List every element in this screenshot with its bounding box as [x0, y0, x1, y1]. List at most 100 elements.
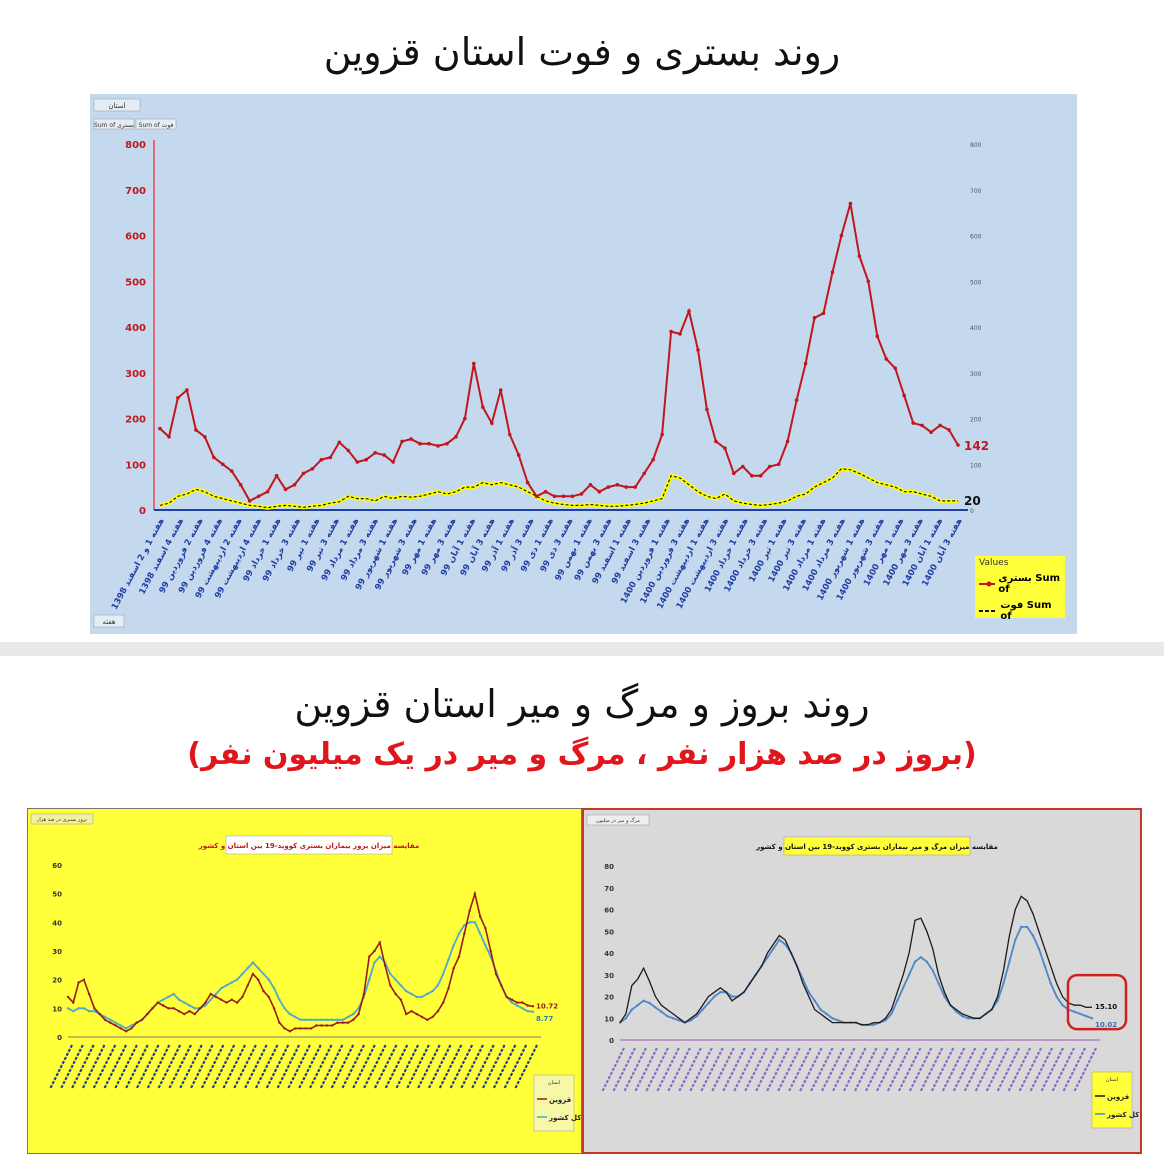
data-point-hosp: [723, 446, 727, 451]
x-tick-label-mark: [276, 1044, 301, 1090]
data-point-country: [677, 1019, 681, 1022]
y-tick-label-right: 0: [970, 508, 974, 515]
data-point-qazvin: [341, 1021, 344, 1024]
data-point-hosp: [382, 453, 387, 457]
data-point-country: [320, 1018, 323, 1021]
y-tick-label-right: 600: [970, 234, 982, 241]
data-point-hosp: [615, 483, 620, 487]
data-point-hosp: [750, 473, 754, 478]
data-point-hosp: [956, 443, 960, 447]
data-point-country: [214, 992, 218, 996]
x-tick-label-mark: [59, 1044, 84, 1090]
data-point-qazvin: [383, 964, 387, 967]
y-tick-label-right: 400: [970, 325, 982, 332]
header-tag-label: مرگ و میر در میلیون: [596, 817, 640, 824]
filter-tag-sum-hosp: [93, 118, 135, 130]
data-point-country: [701, 1008, 704, 1011]
legend-title: استان: [548, 1080, 560, 1086]
chart-title-box: [225, 835, 393, 855]
data-point-qazvin: [399, 998, 403, 1001]
data-point-qazvin: [505, 995, 508, 999]
data-point-country: [220, 987, 223, 990]
data-point-hosp: [265, 489, 270, 494]
x-tick-label-mark: [481, 1044, 506, 1090]
data-point-hosp: [579, 492, 584, 496]
data-point-hosp: [714, 439, 718, 444]
data-point-qazvin: [510, 998, 514, 1001]
x-tick-label-mark: [449, 1044, 474, 1090]
filter-tag-province-label: استان: [108, 102, 125, 110]
data-point-hosp: [229, 469, 234, 473]
data-point-country: [183, 1001, 186, 1004]
x-tick-label-mark: [842, 1047, 867, 1093]
x-tick-label-mark: [622, 1047, 647, 1093]
data-point-hosp: [705, 407, 709, 412]
data-point-qazvin: [426, 1018, 429, 1021]
x-tick-label-mark: [330, 1044, 355, 1090]
data-point-hosp: [767, 464, 772, 469]
data-point-country: [955, 1010, 958, 1013]
y-tick-label-right: 100: [970, 462, 982, 469]
data-point-hosp: [463, 416, 467, 421]
data-point-hosp: [391, 460, 395, 464]
x-tick-label-mark: [416, 1044, 441, 1090]
data-point-hosp: [597, 489, 602, 494]
data-point-hosp: [785, 439, 790, 444]
x-tick-label-mark: [655, 1047, 680, 1093]
data-point-hosp: [355, 460, 360, 464]
legend-label-qazvin: قزوین: [1107, 1093, 1130, 1101]
data-point-qazvin: [209, 992, 212, 996]
x-tick-label-mark: [831, 1047, 856, 1093]
y-tick-label-left: 100: [125, 460, 146, 471]
data-point-hosp: [238, 483, 243, 487]
data-point-qazvin: [130, 1027, 133, 1030]
data-point-country: [695, 1014, 698, 1018]
data-point-hosp: [400, 439, 404, 444]
data-point-qazvin: [272, 1007, 276, 1010]
data-point-hosp: [472, 361, 476, 366]
header-tag: [586, 814, 650, 826]
data-point-hosp: [947, 428, 951, 432]
y-tick-label-left: 600: [125, 232, 146, 243]
chart-title-box: [783, 836, 971, 856]
x-tick-label-mark: [919, 1047, 944, 1093]
x-tick-label-mark: [373, 1044, 398, 1090]
mortality-comparison-chart-panel: مرگ و میر در میلیون مقایسه میزان مرگ و می…: [582, 808, 1142, 1154]
data-point-country: [630, 1008, 633, 1011]
data-point-qazvin: [494, 972, 498, 976]
y-tick-label: 20: [604, 994, 614, 1002]
section-subtitle: (بروز در صد هزار نفر ، مرگ و میر در یک م…: [187, 737, 977, 772]
data-point-country: [1025, 925, 1029, 929]
data-point-country: [925, 960, 928, 963]
data-point-country: [336, 1018, 339, 1021]
x-tick-label-mark: [470, 1044, 495, 1090]
data-point-qazvin: [193, 1012, 196, 1016]
data-point-qazvin: [479, 915, 482, 918]
y-tick-label: 0: [609, 1037, 614, 1045]
data-point-qazvin: [167, 1007, 170, 1010]
data-point-hosp: [794, 398, 799, 403]
data-point-hosp: [687, 309, 691, 313]
data-point-country: [405, 989, 408, 993]
filter-tag-sum-hosp-label: Sum of بستری: [94, 122, 134, 129]
hospitalization-death-chart-panel: استان Sum of بستری Sum of فوت هفته 0 0 100 100 2…: [90, 94, 1077, 634]
y-tick-label-left: 200: [125, 415, 146, 426]
data-point-hosp: [570, 494, 575, 499]
data-point-hosp: [364, 457, 369, 462]
x-tick-label-mark: [146, 1044, 171, 1090]
x-tick-label-mark: [776, 1047, 801, 1093]
data-point-country: [1061, 1004, 1064, 1007]
data-point-qazvin: [447, 987, 450, 990]
data-point-qazvin: [489, 949, 492, 953]
data-point-hosp: [884, 357, 889, 361]
data-point-hosp: [247, 499, 252, 503]
data-point-qazvin: [352, 1018, 355, 1021]
legend-label-country: کل کشور: [548, 1114, 581, 1122]
data-point-qazvin: [315, 1024, 318, 1027]
data-point-hosp: [490, 421, 494, 425]
data-point-qazvin: [331, 1024, 334, 1027]
x-tick-label-mark: [1062, 1047, 1087, 1093]
x-tick-label-mark: [178, 1044, 203, 1090]
data-point-country: [654, 1006, 657, 1009]
x-tick-label-mark: [743, 1047, 768, 1093]
